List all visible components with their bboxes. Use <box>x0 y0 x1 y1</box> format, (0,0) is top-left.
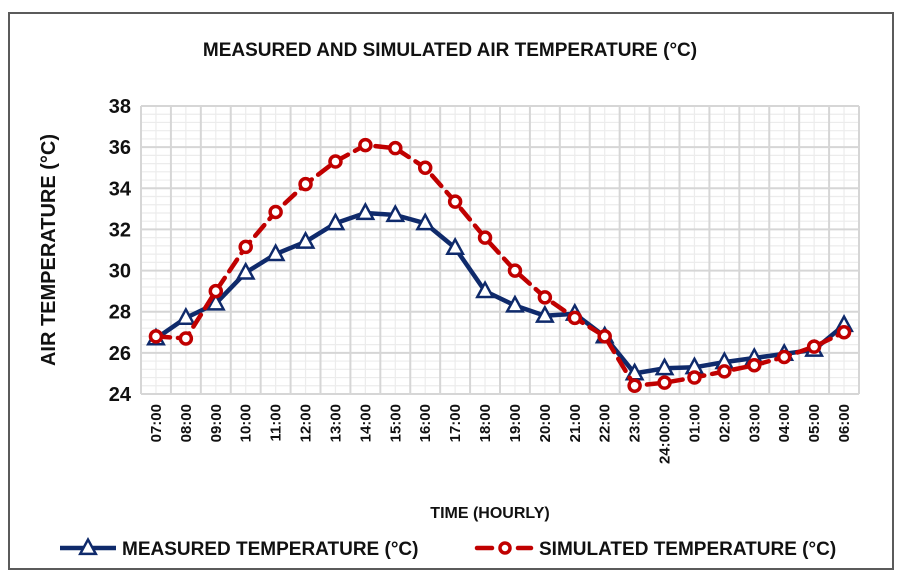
marker-circle <box>657 375 672 390</box>
series-simulated <box>148 137 852 394</box>
simulated-line <box>153 142 847 389</box>
y-tick-label: 38 <box>109 96 131 118</box>
y-tick-label: 36 <box>109 137 131 159</box>
marker-triangle <box>265 243 286 262</box>
legend-item-simulated: SIMULATED TEMPERATURE (°C) <box>474 539 836 560</box>
y-tick-label: 32 <box>109 219 131 241</box>
marker-triangle <box>205 292 226 311</box>
marker-circle <box>806 339 822 354</box>
legend-label-simulated: SIMULATED TEMPERATURE (°C) <box>539 539 836 560</box>
marker-circle <box>417 160 433 175</box>
x-tick-label: 12:00 <box>298 404 315 442</box>
marker-triangle <box>235 261 256 280</box>
marker-triangle <box>175 306 196 325</box>
x-tick-label: 24:00:00 <box>657 404 674 464</box>
y-tick-label: 26 <box>109 343 131 365</box>
marker-triangle <box>355 201 376 221</box>
marker-circle <box>498 541 512 555</box>
x-axis-ticks: 07:00 08:00 09:00 10:00 11:00 12:00 13:00 14:00… <box>148 404 853 464</box>
gridlines <box>140 105 860 395</box>
marker-triangle <box>385 203 406 223</box>
marker-circle <box>567 310 583 326</box>
series-layer <box>146 137 854 394</box>
marker-circle <box>776 349 792 365</box>
marker-circle <box>447 194 463 209</box>
marker-triangle <box>78 536 98 556</box>
x-tick-label: 03:00 <box>746 404 763 442</box>
marker-triangle <box>654 357 675 376</box>
marker-triangle <box>475 280 495 299</box>
x-tick-label: 16:00 <box>417 404 434 442</box>
marker-triangle <box>325 212 346 231</box>
x-tick-label: 07:00 <box>148 404 165 442</box>
marker-circle <box>747 357 762 373</box>
marker-triangle <box>445 236 466 256</box>
x-tick-label: 22:00 <box>597 404 614 442</box>
marker-circle <box>178 331 194 346</box>
marker-circle <box>268 204 283 220</box>
x-tick-label: 08:00 <box>178 404 195 442</box>
marker-circle <box>537 290 553 305</box>
x-tick-label: 21:00 <box>567 404 584 442</box>
x-tick-label: 14:00 <box>357 404 374 442</box>
x-tick-label: 02:00 <box>716 404 733 442</box>
marker-circle <box>388 140 403 156</box>
marker-triangle <box>295 230 316 249</box>
x-tick-label: 19:00 <box>507 404 524 442</box>
y-tick-label: 30 <box>109 261 131 283</box>
legend: MEASURED TEMPERATURE (°C) SIMULATED TEMPE… <box>60 536 836 560</box>
x-tick-label: 05:00 <box>806 404 823 442</box>
x-tick-label: 09:00 <box>208 404 225 442</box>
x-tick-label: 18:00 <box>477 404 494 442</box>
x-tick-label: 17:00 <box>447 404 464 442</box>
x-tick-label: 23:00 <box>627 404 644 442</box>
y-tick-label: 24 <box>109 384 132 406</box>
x-tick-label: 01:00 <box>686 404 703 442</box>
x-tick-label: 20:00 <box>537 404 554 442</box>
marker-circle <box>507 263 523 278</box>
x-tick-label: 11:00 <box>268 404 285 442</box>
x-tick-label: 15:00 <box>387 404 404 442</box>
legend-label-measured: MEASURED TEMPERATURE (°C) <box>122 539 418 560</box>
marker-circle <box>298 176 313 192</box>
y-axis-title: AIR TEMPERATURE (°C) <box>38 134 60 366</box>
marker-triangle <box>415 212 436 231</box>
marker-circle <box>358 137 373 153</box>
x-tick-label: 04:00 <box>776 404 793 442</box>
legend-item-measured: MEASURED TEMPERATURE (°C) <box>60 536 418 560</box>
marker-circle <box>208 283 224 299</box>
marker-circle <box>687 370 702 385</box>
marker-circle <box>148 329 164 344</box>
x-tick-label: 10:00 <box>238 404 255 442</box>
y-axis-ticks: 24 26 28 30 32 34 36 38 <box>109 96 132 406</box>
x-axis-title: TIME (HOURLY) <box>430 505 549 522</box>
marker-circle <box>627 378 642 394</box>
marker-circle <box>717 364 732 379</box>
y-tick-label: 28 <box>109 302 131 324</box>
marker-circle <box>238 239 253 255</box>
marker-circle <box>836 325 852 340</box>
x-tick-label: 13:00 <box>327 404 344 442</box>
marker-circle <box>597 329 612 344</box>
chart-title: MEASURED AND SIMULATED AIR TEMPERATURE (… <box>203 40 697 61</box>
marker-triangle <box>505 294 525 313</box>
marker-circle <box>328 154 343 169</box>
y-tick-label: 34 <box>109 178 132 200</box>
x-tick-label: 06:00 <box>836 404 853 442</box>
marker-triangle <box>534 304 555 323</box>
marker-circle <box>477 230 493 245</box>
